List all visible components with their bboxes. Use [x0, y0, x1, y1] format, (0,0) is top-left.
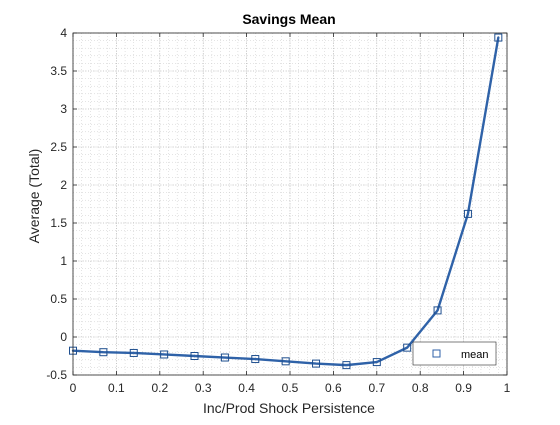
x-tick-label: 0.8 — [412, 381, 429, 395]
x-tick-label: 1 — [504, 381, 511, 395]
x-tick-label: 0.9 — [455, 381, 472, 395]
data-point-marker — [251, 355, 260, 364]
data-point-marker — [463, 209, 472, 218]
data-point-marker — [190, 352, 199, 360]
data-point-marker — [372, 358, 381, 367]
data-point-marker — [403, 343, 412, 352]
series-layer — [69, 33, 503, 370]
x-axis-label: Inc/Prod Shock Persistence — [203, 400, 375, 416]
x-tick-label: 0.4 — [238, 381, 255, 395]
legend-label-mean: mean — [461, 349, 489, 361]
y-tick-label: -0.5 — [46, 368, 67, 382]
data-point-marker — [342, 361, 351, 370]
data-point-marker — [160, 350, 169, 359]
data-point-marker — [433, 306, 442, 315]
y-tick-label: 4 — [60, 26, 67, 40]
y-tick-label: 2 — [60, 178, 67, 192]
legend-box — [412, 341, 497, 366]
y-tick-label: 3.5 — [50, 64, 67, 78]
data-point-marker — [99, 348, 108, 357]
y-tick-label: 1.5 — [50, 216, 67, 230]
x-tick-label: 0 — [70, 381, 77, 395]
legend: mean — [412, 341, 497, 366]
y-tick-label: 3 — [60, 102, 67, 116]
series-line-mean — [71, 36, 500, 367]
data-point-marker — [220, 353, 229, 362]
x-tick-label: 0.5 — [282, 381, 299, 395]
axis-ticks — [72, 32, 508, 376]
tick-labels: 0 0.1 0.2 0.3 0.4 0.5 0.6 0.7 0.8 0.9 1-0.500.511.… — [46, 26, 510, 395]
x-tick-label: 0.1 — [108, 381, 125, 395]
y-tick-label: 0.5 — [50, 292, 67, 306]
data-point-marker — [312, 359, 321, 368]
data-point-marker — [494, 33, 503, 42]
data-point-marker — [281, 357, 290, 366]
y-axis-label: Average (Total) — [26, 149, 42, 244]
x-tick-label: 0.7 — [368, 381, 385, 395]
chart-title: Savings Mean — [242, 11, 335, 27]
x-tick-label: 0.2 — [151, 381, 168, 395]
x-tick-label: 0.6 — [325, 381, 342, 395]
legend-marker — [432, 349, 441, 358]
x-tick-label: 0.3 — [195, 381, 212, 395]
y-tick-label: 0 — [60, 330, 67, 344]
y-tick-label: 2.5 — [50, 140, 67, 154]
data-point-marker — [129, 348, 138, 357]
y-tick-label: 1 — [60, 254, 67, 268]
